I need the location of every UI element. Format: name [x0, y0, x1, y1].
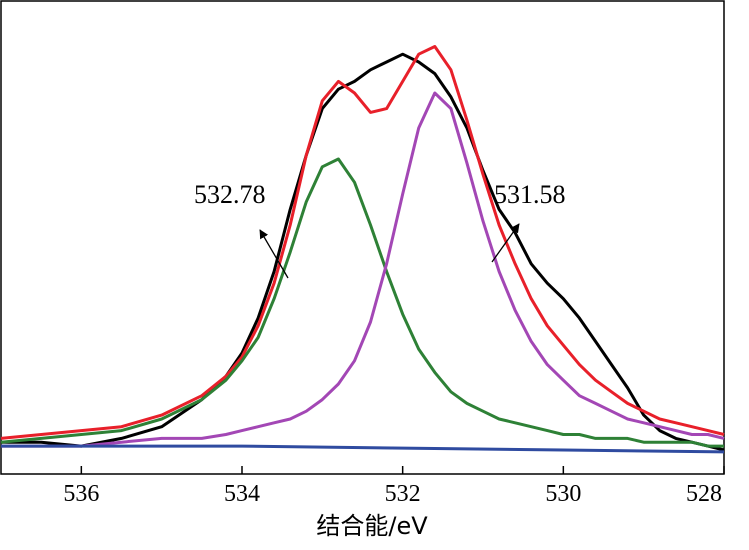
x-axis-title: 结合能/eV: [316, 512, 428, 540]
x-tick-label-536: 536: [63, 481, 99, 507]
series-line-fit-envelope: [0, 45, 725, 440]
x-tick-label-530: 530: [545, 481, 581, 507]
series-line-531-58-component: [1, 91, 725, 448]
plot-frame: [0, 0, 725, 475]
annotation-arrow-532-78: [259, 229, 289, 279]
x-tick-label-528: 528: [686, 481, 722, 507]
annotations: 532.78 531.58: [194, 180, 566, 279]
x-tick-label-532: 532: [385, 481, 421, 507]
series-line-532-78-component: [0, 157, 724, 448]
annotation-label-532-78: 532.78: [194, 180, 266, 209]
x-axis-ticks: 536 534 532 530 528: [63, 466, 725, 507]
x-tick-label-534: 534: [224, 481, 260, 507]
series-line-background: [1, 444, 725, 454]
annotation-arrow-531-58: [491, 223, 520, 263]
annotation-label-531-58: 531.58: [494, 180, 566, 209]
series-layer: [0, 45, 725, 454]
